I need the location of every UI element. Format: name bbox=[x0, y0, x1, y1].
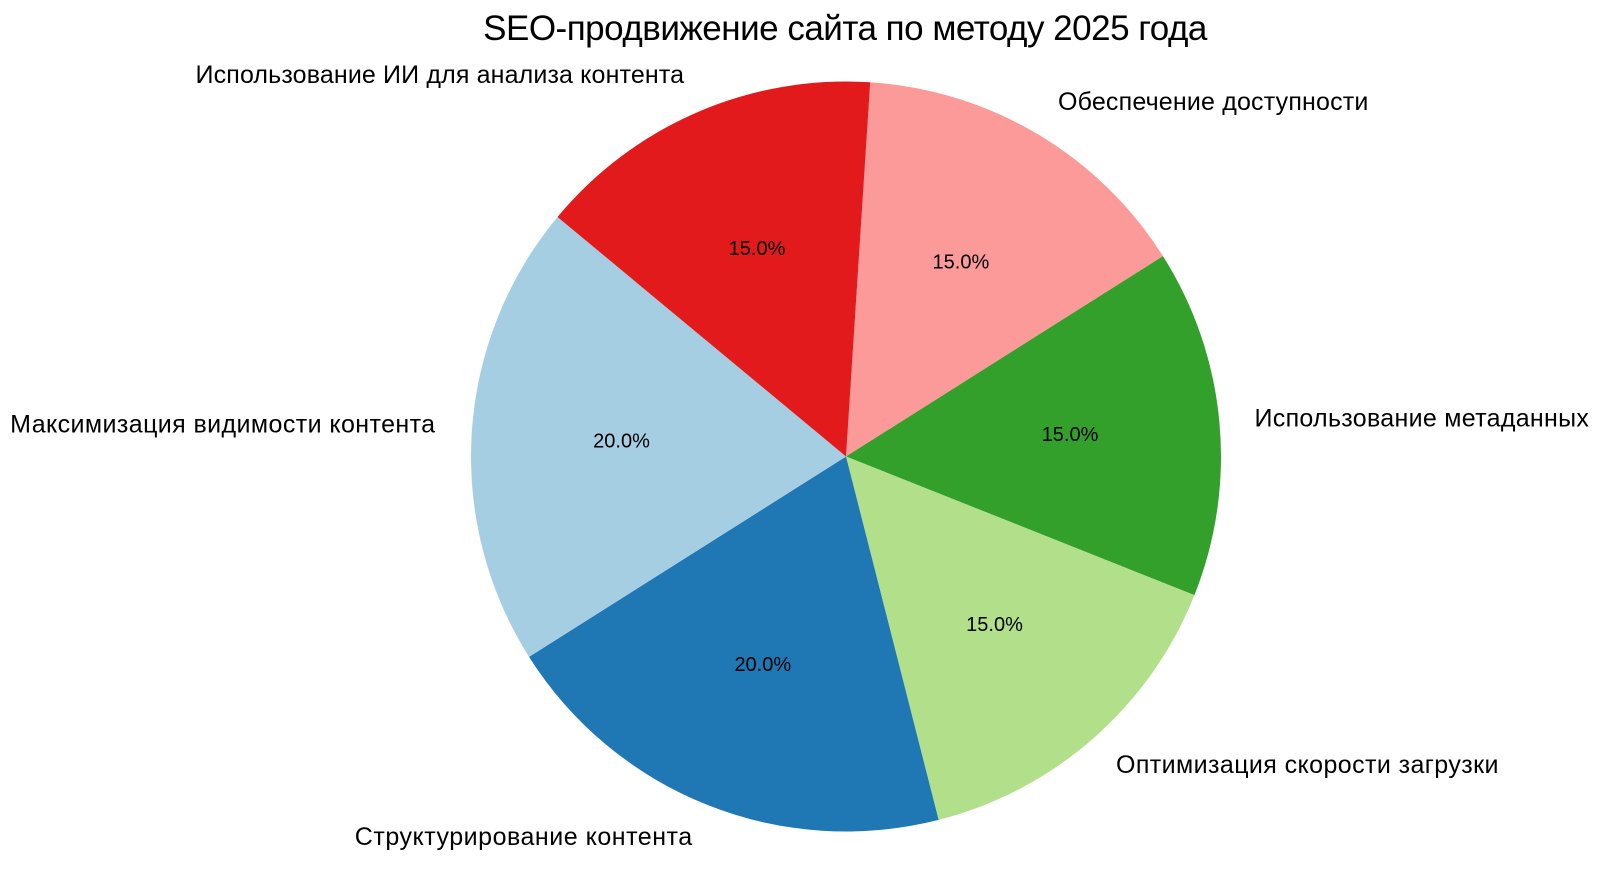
svg-text:Обеспечение доступности: Обеспечение доступности bbox=[1058, 88, 1369, 116]
svg-text:15.0%: 15.0% bbox=[1042, 424, 1099, 446]
svg-text:15.0%: 15.0% bbox=[933, 251, 990, 273]
svg-text:Использование метаданных: Использование метаданных bbox=[1255, 404, 1590, 432]
svg-text:Структурирование контента: Структурирование контента bbox=[355, 823, 693, 851]
svg-text:Использование ИИ для анализа к: Использование ИИ для анализа контента bbox=[196, 61, 685, 89]
svg-text:15.0%: 15.0% bbox=[966, 614, 1023, 636]
svg-text:Максимизация видимости контент: Максимизация видимости контента bbox=[10, 411, 435, 439]
svg-text:SEO-продвижение сайта по метод: SEO-продвижение сайта по методу 2025 год… bbox=[483, 9, 1208, 48]
svg-text:15.0%: 15.0% bbox=[729, 238, 786, 260]
svg-text:20.0%: 20.0% bbox=[734, 654, 791, 676]
svg-text:20.0%: 20.0% bbox=[593, 430, 650, 452]
svg-text:Оптимизация скорости загрузки: Оптимизация скорости загрузки bbox=[1116, 751, 1499, 779]
